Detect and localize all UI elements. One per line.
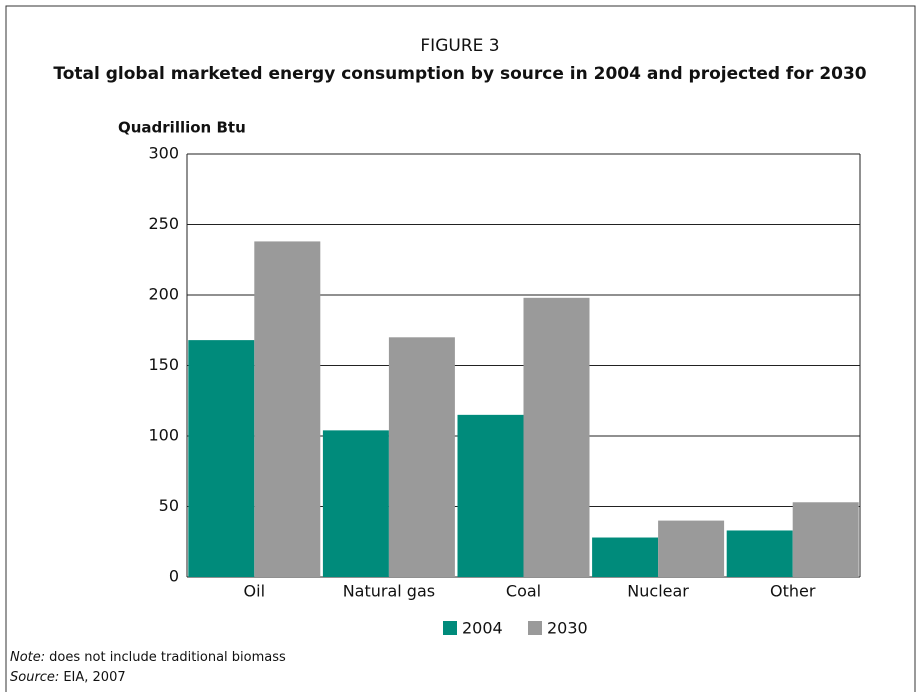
- legend-label: 2030: [547, 619, 588, 638]
- x-tick-label: Natural gas: [343, 582, 435, 601]
- chart-title: Total global marketed energy consumption…: [53, 64, 866, 84]
- bar: [254, 241, 321, 578]
- y-tick-label: 100: [148, 426, 179, 445]
- bar: [658, 520, 725, 577]
- frame: [5, 5, 916, 692]
- bar: [322, 430, 389, 577]
- note-text: does not include traditional biomass: [49, 650, 286, 665]
- bar: [726, 530, 793, 577]
- bar: [592, 537, 659, 577]
- x-tick-label: Oil: [244, 582, 265, 601]
- note-prefix: Source:: [10, 670, 59, 685]
- bar: [523, 297, 590, 577]
- bar: [388, 337, 455, 577]
- legend-label: 2004: [462, 619, 503, 638]
- figure-label: FIGURE 3: [420, 36, 499, 56]
- bar: [188, 340, 255, 577]
- y-axis-label: Quadrillion Btu: [118, 119, 246, 137]
- legend-swatch: [528, 621, 542, 635]
- note-prefix: Note:: [10, 650, 45, 665]
- note-text: EIA, 2007: [63, 670, 125, 685]
- bar: [457, 414, 524, 577]
- note: Source: EIA, 2007: [10, 670, 126, 685]
- x-tick-label: Other: [770, 582, 816, 601]
- x-tick-label: Coal: [506, 582, 541, 601]
- y-tick-label: 250: [148, 214, 179, 233]
- bar: [792, 502, 859, 577]
- x-tick-label: Nuclear: [627, 582, 689, 601]
- y-tick-label: 50: [159, 496, 179, 515]
- y-tick-label: 300: [148, 144, 179, 163]
- note: Note: does not include traditional biomas…: [10, 650, 286, 665]
- legend-swatch: [443, 621, 457, 635]
- y-tick-label: 150: [148, 355, 179, 374]
- y-tick-label: 200: [148, 285, 179, 304]
- y-tick-label: 0: [169, 567, 179, 586]
